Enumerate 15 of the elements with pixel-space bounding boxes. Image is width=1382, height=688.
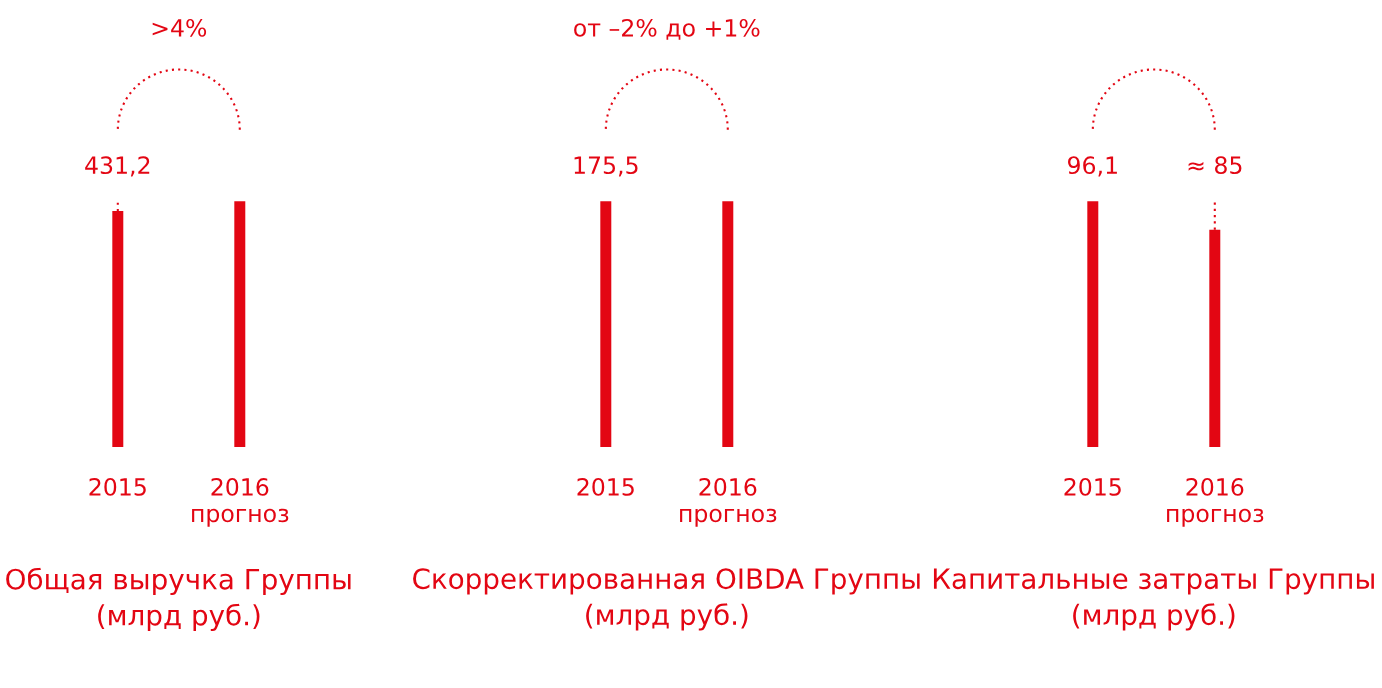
x-tick-label: 2016 прогноз (192, 477, 289, 527)
x-tick-label: 2015 (1064, 477, 1121, 496)
text: Скорректированная OIBDA Группы (млрд руб.) (413, 568, 920, 631)
data-label: 431,2 (85, 156, 150, 177)
x-tick-label: 2015 (89, 477, 146, 496)
text: >4% (152, 18, 207, 37)
text: Капитальные затраты Группы (млрд руб.) (933, 568, 1374, 631)
x-tick-label: 2016 прогноз (1167, 477, 1264, 527)
x-tick-label: 2016 прогноз (680, 477, 777, 527)
x-tick-label: 2015 (577, 477, 634, 496)
data-label: 175,5 (574, 156, 638, 177)
data-label: 96,1 (1068, 156, 1117, 177)
data-label: ≈ 85 (1188, 156, 1242, 175)
text: от –2% до +1% (574, 18, 760, 40)
text: Общая выручка Группы (млрд руб.) (6, 567, 351, 632)
